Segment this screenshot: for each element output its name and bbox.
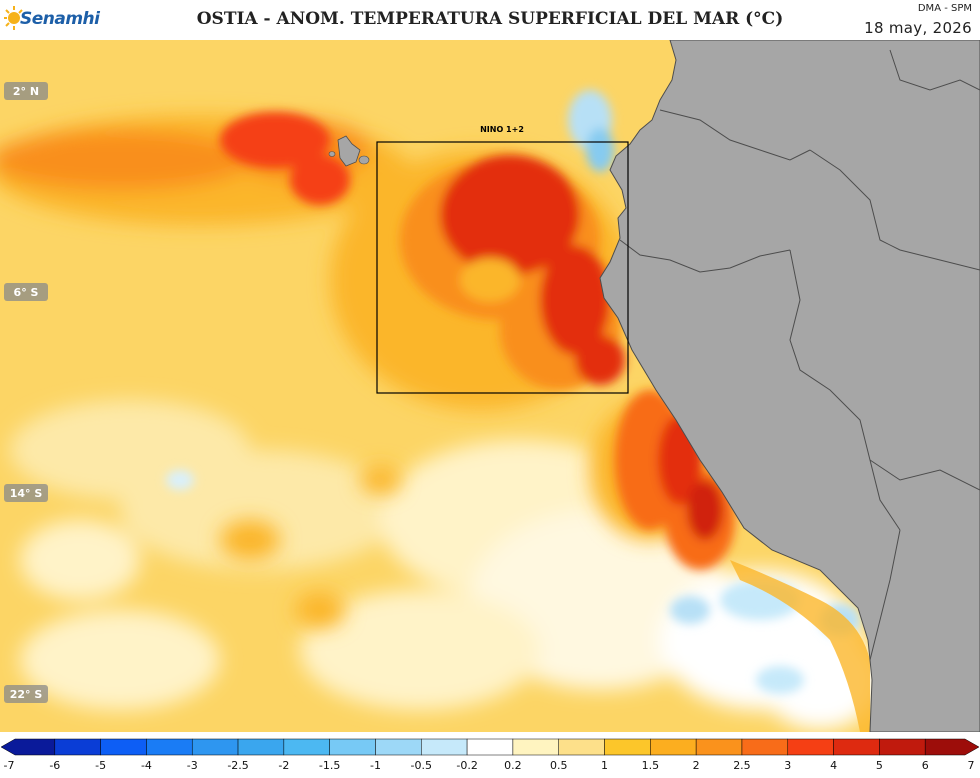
colorbar-tick-label: 5 [876,759,883,772]
colorbar-swatch [512,738,559,756]
colorbar-swatch [466,738,514,756]
colorbar-tick-label: 7 [968,759,975,772]
map-canvas: NINO 1+2 2° N 6° S 14° S 22° S [0,40,980,732]
colorbar-swatch [146,738,193,756]
colorbar-swatch [0,738,56,756]
colorbar-tick-label: 0.2 [504,759,522,772]
lat-label-2n: 2° N [13,85,39,98]
header: Senamhi OSTIA - ANOM. TEMPERATURA SUPERF… [0,0,980,40]
colorbar-swatch [650,738,697,756]
latitude-labels: 2° N 6° S 14° S 22° S [4,82,48,703]
colorbar-tick-label: 2 [693,759,700,772]
colorbar-swatch [879,738,926,756]
colorbar: -7 -6 -5 -4 -3 -2.5 -2 -1.5 -1 -0.5 -0.2 0.2 0.5 1 1.5… [0,737,980,774]
colorbar-tick-label: -2 [278,759,289,772]
colorbar-tick-label: 4 [830,759,837,772]
negative-anomaly-zones [166,90,860,694]
lat-label-22s: 22° S [10,688,43,701]
date-label: 18 may, 2026 [864,19,972,37]
colorbar-tick-label: -0.5 [411,759,432,772]
colorbar-swatch [237,738,285,756]
colorbar-swatch [924,738,980,756]
colorbar-canvas: -7 -6 -5 -4 -3 -2.5 -2 -1.5 -1 -0.5 -0.2 0.2 0.5 1 1.5… [0,738,980,772]
nino-region-box [376,141,629,394]
senamhi-logo: Senamhi [4,4,100,34]
colorbar-swatch [191,738,239,756]
lat-label-14s: 14° S [10,487,43,500]
colorbar-tick-label: -3 [187,759,198,772]
colorbar-swatch [421,738,468,756]
sst-anomaly-map: NINO 1+2 2° N 6° S 14° S 22° S [0,40,980,732]
colorbar-tick-label: 2.5 [733,759,751,772]
colorbar-swatch [329,738,376,756]
colorbar-swatch [375,738,422,756]
colorbar-tick-label: 1 [601,759,608,772]
colorbar-swatch [787,738,834,756]
colorbar-swatch [100,738,147,756]
colorbar-swatch [558,738,605,756]
colorbar-swatch [695,738,743,756]
galapagos-islands [328,135,370,167]
colorbar-tick-label: 0.5 [550,759,568,772]
nino-region-label: NINO 1+2 [480,125,524,134]
colorbar-tick-label: -6 [49,759,60,772]
country-borders [619,49,980,661]
colorbar-tick-label: -7 [4,759,15,772]
colorbar-tick-label: -5 [95,759,106,772]
colorbar-swatch [604,738,651,756]
colorbar-tick-label: 6 [922,759,929,772]
colorbar-swatch [54,738,101,756]
colorbar-tick-label: -1 [370,759,381,772]
map-title: OSTIA - ANOM. TEMPERATURA SUPERFICIAL DE… [196,9,784,29]
logo-text: Senamhi [20,9,100,29]
sun-logo-icon [4,6,23,30]
strong-anomaly-core [220,112,735,570]
colorbar-tick-label: -4 [141,759,152,772]
credit-label: DMA - SPM [917,3,972,14]
colorbar-tick-label: 3 [784,759,791,772]
colorbar-tick-label: 1.5 [642,759,660,772]
colorbar-swatch [741,738,789,756]
colorbar-tick-label: -1.5 [319,759,340,772]
colorbar-swatch [283,738,330,756]
colorbar-tick-label: -0.2 [456,759,477,772]
south-america-land [599,40,980,732]
colorbar-swatch [833,738,880,756]
lat-label-6s: 6° S [14,286,39,299]
colorbar-tick-label: -2.5 [227,759,248,772]
